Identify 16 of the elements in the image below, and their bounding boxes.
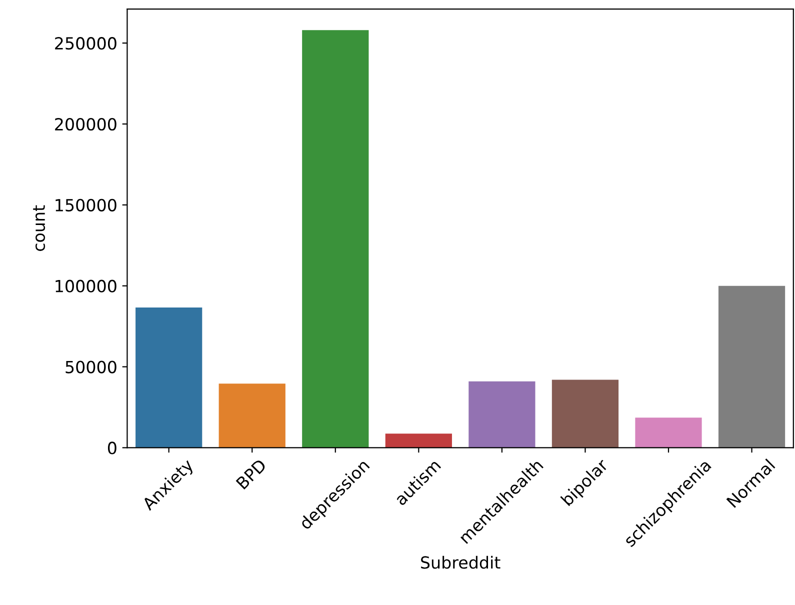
bar — [635, 418, 702, 448]
y-tick-label: 250000 — [55, 37, 116, 50]
bar — [718, 286, 786, 448]
bar — [385, 434, 452, 448]
bar — [302, 30, 369, 448]
x-axis-title: Subreddit — [421, 556, 500, 569]
bar — [468, 381, 536, 448]
y-tick-label: 50000 — [66, 360, 116, 374]
bar — [552, 380, 619, 448]
bar — [136, 308, 202, 448]
y-tick-label: 100000 — [56, 280, 116, 292]
y-axis-title: count — [33, 205, 46, 251]
y-tick-label: 150000 — [56, 198, 116, 212]
bar — [218, 384, 286, 448]
y-tick-label: 0 — [108, 442, 116, 454]
y-tick-label: 200000 — [55, 118, 116, 131]
